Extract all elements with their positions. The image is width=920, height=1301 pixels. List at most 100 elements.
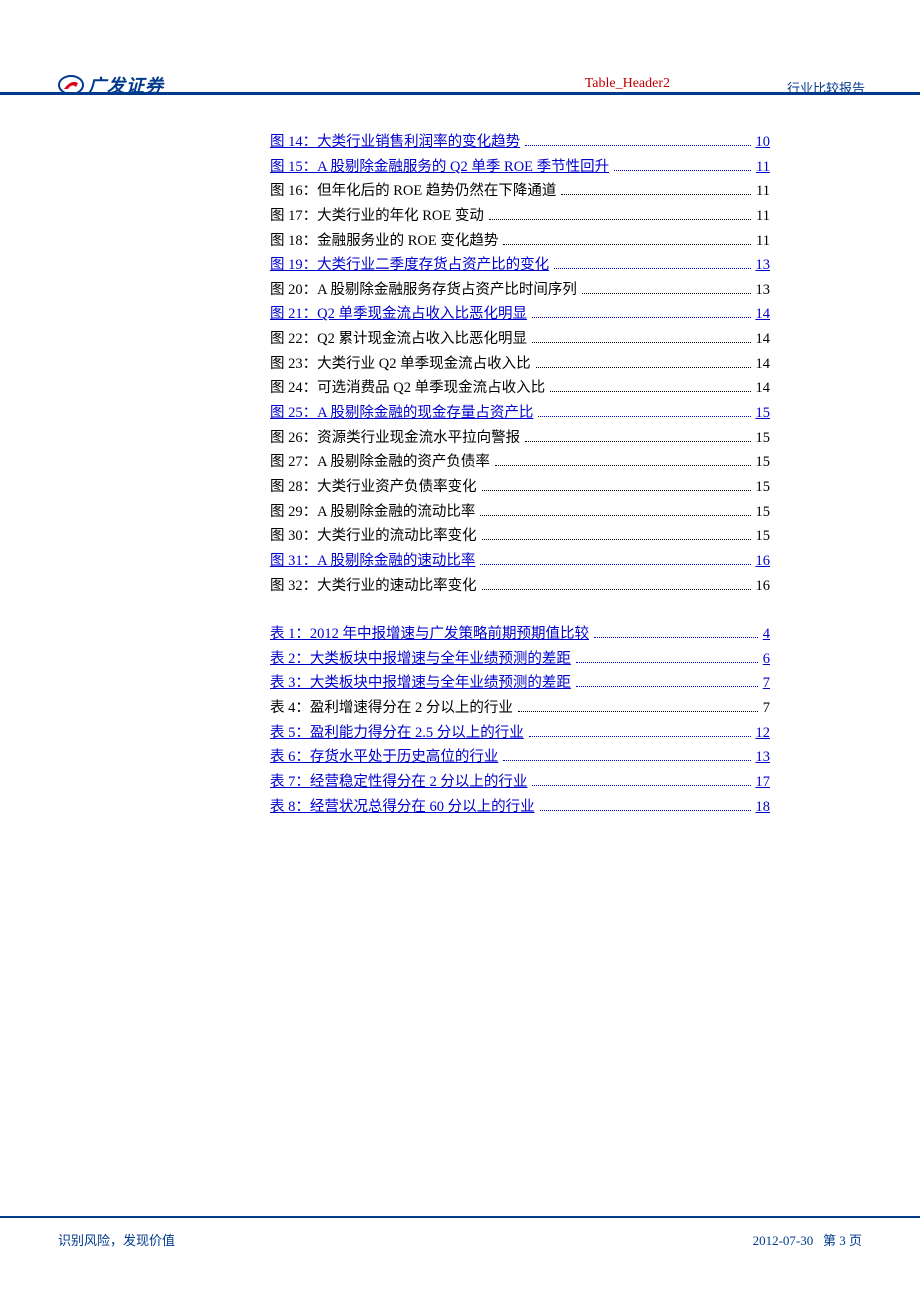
toc-entry-page: 14 <box>756 327 771 352</box>
toc-entry-label: 图 22：Q2 累计现金流占收入比恶化明显 <box>270 327 527 352</box>
toc-entry-label: 图 32：大类行业的速动比率变化 <box>270 574 477 599</box>
toc-entry-page: 15 <box>756 524 771 549</box>
toc-entry-label: 表 6：存货水平处于历史高位的行业 <box>270 745 498 770</box>
toc-entry-page: 13 <box>756 745 771 770</box>
toc-figures-section: 图 14：大类行业销售利润率的变化趋势 10图 15：A 股剔除金融服务的 Q2… <box>270 130 770 598</box>
toc-dot-leader <box>538 416 750 417</box>
toc-entry: 图 27：A 股剔除金融的资产负债率 15 <box>270 450 770 475</box>
toc-entry-label: 图 16：但年化后的 ROE 趋势仍然在下降通道 <box>270 179 556 204</box>
toc-dot-leader <box>576 686 758 687</box>
toc-entry-page: 6 <box>763 647 770 672</box>
toc-entry: 图 17：大类行业的年化 ROE 变动 11 <box>270 204 770 229</box>
toc-dot-leader <box>525 441 750 442</box>
toc-entry: 表 4：盈利增速得分在 2 分以上的行业 7 <box>270 696 770 721</box>
toc-entry-page: 11 <box>756 155 770 180</box>
toc-entry-page: 11 <box>756 229 770 254</box>
toc-dot-leader <box>582 293 751 294</box>
toc-entry[interactable]: 图 15：A 股剔除金融服务的 Q2 单季 ROE 季节性回升 11 <box>270 155 770 180</box>
toc-entry: 图 28：大类行业资产负债率变化 15 <box>270 475 770 500</box>
toc-entry[interactable]: 图 19：大类行业二季度存货占资产比的变化 13 <box>270 253 770 278</box>
toc-entry-label: 表 1：2012 年中报增速与广发策略前期预期值比较 <box>270 622 589 647</box>
toc-dot-leader <box>554 268 750 269</box>
toc-entry[interactable]: 表 2：大类板块中报增速与全年业绩预测的差距 6 <box>270 647 770 672</box>
toc-entry: 图 23：大类行业 Q2 单季现金流占收入比 14 <box>270 352 770 377</box>
toc-entry[interactable]: 表 1：2012 年中报增速与广发策略前期预期值比较 4 <box>270 622 770 647</box>
toc-entry-label: 表 5：盈利能力得分在 2.5 分以上的行业 <box>270 721 524 746</box>
toc-entry-page: 12 <box>756 721 771 746</box>
toc-entry-page: 11 <box>756 204 770 229</box>
toc-dot-leader <box>532 785 750 786</box>
toc-entry-page: 17 <box>756 770 771 795</box>
toc-dot-leader <box>532 342 751 343</box>
toc-dot-leader <box>561 194 751 195</box>
toc-dot-leader <box>489 219 751 220</box>
toc-entry[interactable]: 表 8：经营状况总得分在 60 分以上的行业 18 <box>270 795 770 820</box>
toc-entry: 图 18：金融服务业的 ROE 变化趋势 11 <box>270 229 770 254</box>
toc-dot-leader <box>614 170 751 171</box>
toc-entry-label: 表 8：经营状况总得分在 60 分以上的行业 <box>270 795 535 820</box>
toc-entry-label: 图 14：大类行业销售利润率的变化趋势 <box>270 130 520 155</box>
toc-entry-label: 图 17：大类行业的年化 ROE 变动 <box>270 204 484 229</box>
toc-entry[interactable]: 表 6：存货水平处于历史高位的行业 13 <box>270 745 770 770</box>
toc-dot-leader <box>529 736 751 737</box>
company-name: 广发证券 <box>88 72 164 98</box>
company-logo: 广发证券 <box>58 72 164 98</box>
toc-entry-page: 14 <box>756 302 771 327</box>
footer-date: 2012-07-30 <box>753 1233 814 1248</box>
toc-entry-page: 14 <box>756 376 771 401</box>
toc-entry: 图 32：大类行业的速动比率变化 16 <box>270 574 770 599</box>
report-type-label: 行业比较报告 <box>787 78 865 97</box>
toc-dot-leader <box>550 391 750 392</box>
toc-entry-label: 图 29：A 股剔除金融的流动比率 <box>270 500 475 525</box>
toc-entry: 图 26：资源类行业现金流水平拉向警报 15 <box>270 426 770 451</box>
toc-entry-label: 图 25：A 股剔除金融的现金存量占资产比 <box>270 401 533 426</box>
toc-entry[interactable]: 图 21：Q2 单季现金流占收入比恶化明显 14 <box>270 302 770 327</box>
toc-dot-leader <box>480 515 750 516</box>
toc-entry: 图 22：Q2 累计现金流占收入比恶化明显 14 <box>270 327 770 352</box>
toc-entry-label: 图 26：资源类行业现金流水平拉向警报 <box>270 426 520 451</box>
toc-dot-leader <box>503 244 751 245</box>
page-header: 广发证券 Table_Header2 行业比较报告 <box>0 0 920 95</box>
toc-entry: 图 16：但年化后的 ROE 趋势仍然在下降通道 11 <box>270 179 770 204</box>
toc-entry-page: 10 <box>756 130 771 155</box>
toc-entry-label: 图 30：大类行业的流动比率变化 <box>270 524 477 549</box>
toc-entry-page: 7 <box>763 671 770 696</box>
toc-entry-page: 13 <box>756 253 771 278</box>
toc-dot-leader <box>540 810 751 811</box>
toc-entry-page: 16 <box>756 574 771 599</box>
footer-page-info: 2012-07-30 第 3 页 <box>753 1230 862 1249</box>
toc-entry-label: 表 7：经营稳定性得分在 2 分以上的行业 <box>270 770 527 795</box>
toc-entry[interactable]: 图 14：大类行业销售利润率的变化趋势 10 <box>270 130 770 155</box>
toc-entry-page: 18 <box>756 795 771 820</box>
toc-entry-page: 11 <box>756 179 770 204</box>
toc-entry-page: 15 <box>756 426 771 451</box>
toc-entry-page: 14 <box>756 352 771 377</box>
toc-entry: 图 24：可选消费品 Q2 单季现金流占收入比 14 <box>270 376 770 401</box>
toc-dot-leader <box>480 564 750 565</box>
toc-dot-leader <box>518 711 758 712</box>
toc-entry: 图 30：大类行业的流动比率变化 15 <box>270 524 770 549</box>
toc-entry-page: 15 <box>756 500 771 525</box>
logo-mark-icon <box>58 75 84 95</box>
toc-entry-page: 15 <box>756 401 771 426</box>
toc-dot-leader <box>482 539 751 540</box>
toc-dot-leader <box>525 145 750 146</box>
toc-entry[interactable]: 图 31：A 股剔除金融的速动比率 16 <box>270 549 770 574</box>
toc-entry-label: 图 19：大类行业二季度存货占资产比的变化 <box>270 253 549 278</box>
toc-entry-page: 13 <box>756 278 771 303</box>
toc-entry[interactable]: 表 3：大类板块中报增速与全年业绩预测的差距 7 <box>270 671 770 696</box>
toc-entry[interactable]: 表 7：经营稳定性得分在 2 分以上的行业 17 <box>270 770 770 795</box>
toc-dot-leader <box>495 465 751 466</box>
toc-entry-label: 图 24：可选消费品 Q2 单季现金流占收入比 <box>270 376 545 401</box>
toc-entry-label: 图 18：金融服务业的 ROE 变化趋势 <box>270 229 498 254</box>
toc-entry-page: 15 <box>756 475 771 500</box>
toc-dot-leader <box>594 637 758 638</box>
toc-entry-page: 16 <box>756 549 771 574</box>
toc-content: 图 14：大类行业销售利润率的变化趋势 10图 15：A 股剔除金融服务的 Q2… <box>0 95 920 819</box>
toc-entry-page: 7 <box>763 696 770 721</box>
toc-entry-label: 表 2：大类板块中报增速与全年业绩预测的差距 <box>270 647 571 672</box>
toc-entry[interactable]: 图 25：A 股剔除金融的现金存量占资产比 15 <box>270 401 770 426</box>
toc-dot-leader <box>576 662 758 663</box>
toc-entry-label: 图 31：A 股剔除金融的速动比率 <box>270 549 475 574</box>
toc-entry[interactable]: 表 5：盈利能力得分在 2.5 分以上的行业 12 <box>270 721 770 746</box>
